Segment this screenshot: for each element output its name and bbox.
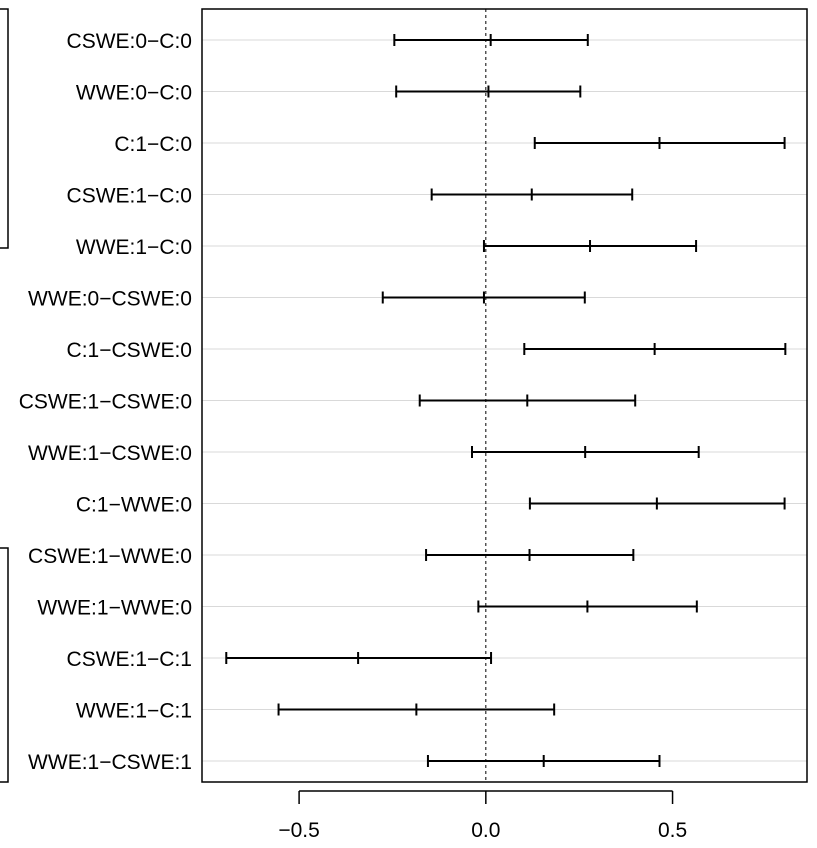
y-tick-label: C:1−C:0: [114, 133, 192, 156]
interval-row: [426, 755, 661, 767]
y-tick-label: WWE:0−C:0: [76, 82, 192, 105]
x-tick-label: 0.0: [471, 819, 500, 842]
y-tick-label: WWE:1−CSWE:0: [28, 442, 192, 465]
interval-row: [225, 652, 493, 664]
interval-row: [430, 188, 634, 201]
interval-row: [477, 600, 698, 613]
interval-row: [471, 446, 700, 458]
x-tick-label: 0.5: [658, 819, 687, 842]
y-tick-label: C:1−CSWE:0: [67, 339, 192, 362]
interval-row: [523, 343, 787, 355]
interval-row: [528, 497, 786, 510]
y-axis-labels: CSWE:0−C:0 WWE:0−C:0 C:1−C:0 CSWE:1−C:0 WWE:…: [19, 30, 192, 774]
y-tick-label: WWE:0−CSWE:0: [28, 288, 192, 311]
interval-row: [425, 549, 635, 561]
y-tick-label: WWE:1−CSWE:1: [28, 751, 192, 774]
x-tick-label: −0.5: [278, 819, 319, 842]
interval-row: [395, 85, 582, 98]
y-tick-label: CSWE:1−C:1: [67, 648, 192, 671]
y-tick-label: WWE:1−C:0: [76, 236, 192, 259]
y-tick-label: CSWE:1−WWE:0: [28, 545, 192, 568]
interval-row: [418, 394, 637, 407]
y-tick-label: CSWE:1−CSWE:0: [19, 391, 192, 414]
y-tick-label: CSWE:0−C:0: [67, 30, 192, 53]
plot-area-border: [201, 8, 808, 783]
y-tick-label: WWE:1−C:1: [76, 700, 192, 723]
interval-row: [393, 34, 589, 46]
y-tick-label: C:1−WWE:0: [76, 494, 192, 517]
interval-row: [482, 240, 698, 252]
interval-series: [225, 34, 787, 767]
y-tick-label: WWE:1−WWE:0: [37, 597, 192, 620]
interval-row: [381, 291, 586, 304]
interval-row: [533, 137, 786, 149]
interval-row: [277, 703, 556, 716]
x-axis: −0.5 0.0 0.5: [278, 790, 687, 842]
outer-frame-fragment-bottom: [0, 547, 9, 783]
outer-frame-fragment-top: [0, 8, 9, 249]
y-tick-label: CSWE:1−C:0: [67, 185, 192, 208]
